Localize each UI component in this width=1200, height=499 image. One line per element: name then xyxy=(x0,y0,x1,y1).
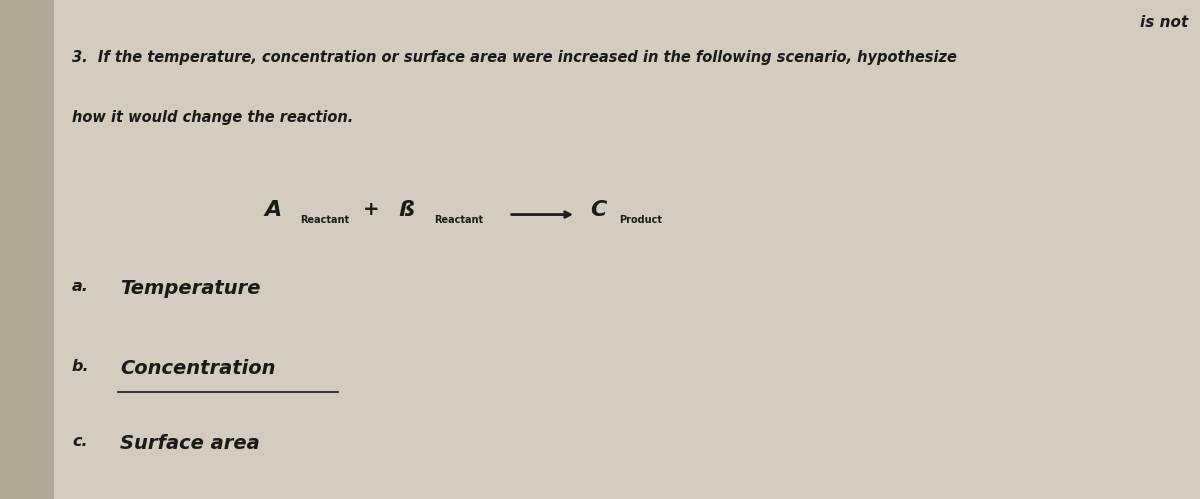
Text: Concentration: Concentration xyxy=(120,359,276,378)
Text: Reactant: Reactant xyxy=(434,215,484,225)
Text: Reactant: Reactant xyxy=(300,215,349,225)
FancyBboxPatch shape xyxy=(0,0,54,499)
Text: Surface area: Surface area xyxy=(120,434,259,453)
Text: +: + xyxy=(362,200,379,219)
Text: A: A xyxy=(264,200,281,220)
Text: ß: ß xyxy=(398,200,414,220)
Text: b.: b. xyxy=(72,359,90,374)
Text: a.: a. xyxy=(72,279,89,294)
Text: is not: is not xyxy=(1140,15,1188,30)
Text: C: C xyxy=(590,200,607,220)
Text: c.: c. xyxy=(72,434,88,449)
Text: 3.  If the temperature, concentration or surface area were increased in the foll: 3. If the temperature, concentration or … xyxy=(72,50,956,65)
Text: how it would change the reaction.: how it would change the reaction. xyxy=(72,110,353,125)
Text: Temperature: Temperature xyxy=(120,279,260,298)
Text: Product: Product xyxy=(619,215,662,225)
